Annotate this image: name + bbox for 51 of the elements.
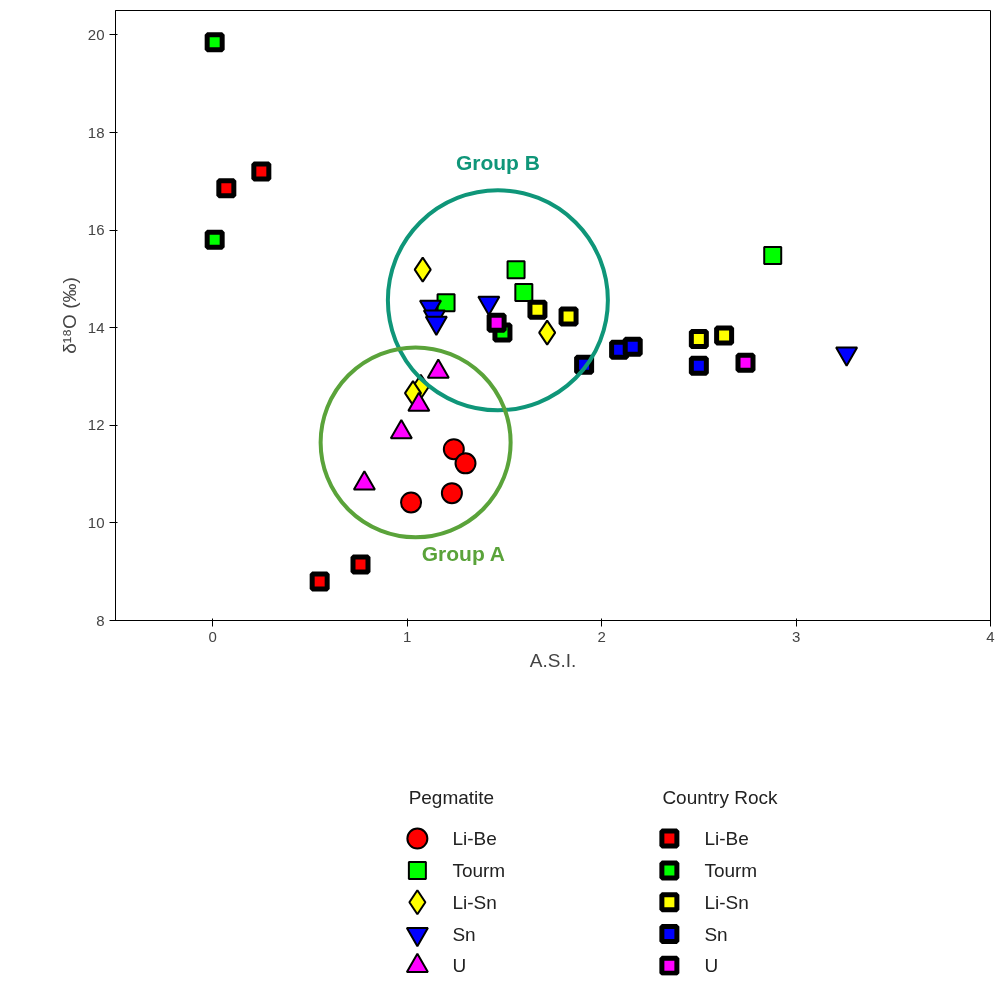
point (251, 161, 272, 182)
annotation: Group B (455, 151, 540, 175)
point (688, 355, 709, 376)
point (514, 283, 534, 303)
point (688, 328, 709, 349)
legend-label: Tourm (704, 859, 758, 881)
point (454, 452, 477, 475)
point (400, 491, 423, 514)
x-tick-label: 2 (597, 627, 606, 645)
text: Pegmatite (408, 786, 495, 808)
x-tick-label: 1 (403, 627, 412, 645)
legend-label: Li-Sn (704, 891, 749, 913)
point (714, 325, 735, 346)
point (506, 260, 526, 280)
x-tick-label: 3 (791, 627, 801, 645)
point (350, 554, 371, 575)
legend-label: Sn (704, 923, 728, 945)
y-tick-label: 18 (87, 123, 105, 141)
point (442, 438, 465, 461)
y-axis-title: δ¹⁸O (‰) (58, 277, 80, 354)
y-tick-label: 16 (87, 221, 105, 239)
x-tick-label: 0 (208, 627, 217, 645)
point (309, 571, 330, 592)
y-tick-label: 20 (87, 25, 105, 43)
legend-label: Li-Be (704, 828, 749, 850)
y-tick-label: 12 (87, 416, 105, 434)
point (538, 319, 557, 346)
x-tick-label: 4 (986, 627, 995, 645)
y-tick-label: 14 (87, 318, 105, 336)
legend-label: U (452, 955, 467, 977)
legend-label: Tourm (452, 859, 506, 881)
point (413, 256, 432, 283)
point (622, 336, 643, 357)
point (527, 299, 548, 320)
y-tick-label: 10 (87, 513, 105, 531)
point (763, 245, 783, 265)
point (440, 482, 463, 505)
point (735, 352, 756, 373)
annotation: Group A (421, 542, 505, 566)
point (558, 306, 579, 327)
y-tick-label: 8 (96, 611, 105, 629)
legend-label: Sn (452, 923, 476, 945)
x-axis-title: A.S.I. (529, 649, 577, 671)
point (216, 178, 237, 199)
point (204, 32, 225, 53)
legend-label: U (704, 955, 719, 977)
point (486, 312, 507, 333)
legend-label: Li-Sn (452, 891, 497, 913)
point (204, 229, 225, 250)
legend-label: Li-Be (452, 828, 497, 850)
text: Country Rock (662, 786, 778, 808)
